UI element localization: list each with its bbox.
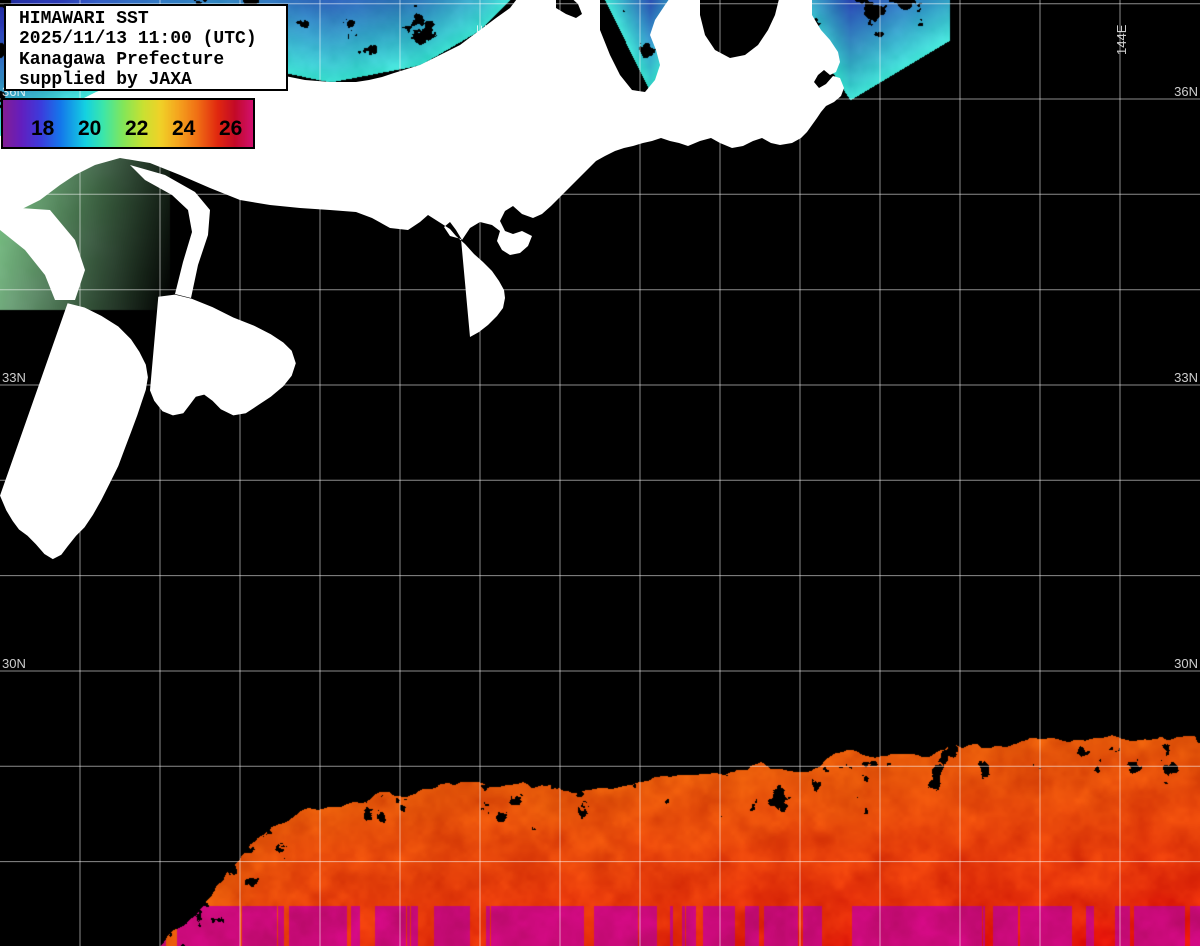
svg-text:144E: 144E <box>1114 24 1129 55</box>
svg-text:30N: 30N <box>2 656 26 671</box>
svg-text:136E: 136E <box>474 24 489 55</box>
svg-text:33N: 33N <box>2 370 26 385</box>
svg-text:33N: 33N <box>1174 370 1198 385</box>
svg-text:30N: 30N <box>1174 656 1198 671</box>
svg-text:36N: 36N <box>1174 84 1198 99</box>
